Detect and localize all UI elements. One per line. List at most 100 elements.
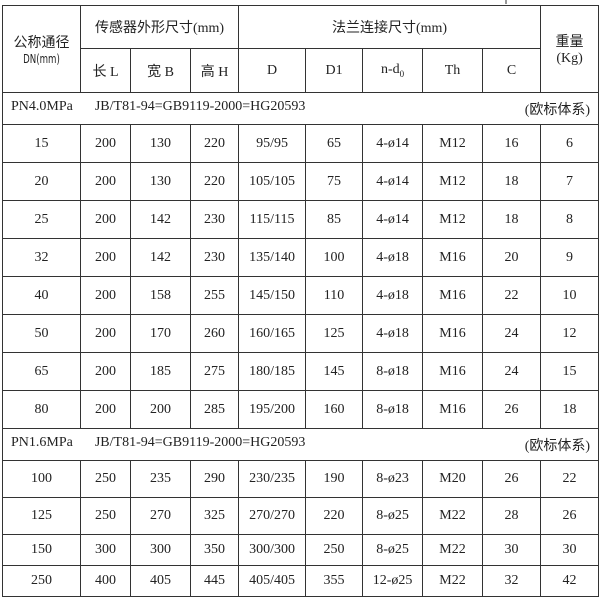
- cell-width: 142: [130, 200, 191, 239]
- cell-n-d0: 8-ø23: [362, 460, 424, 498]
- cell-th: M16: [422, 238, 484, 277]
- cell-width: 185: [130, 352, 191, 391]
- cell-weight: 15: [540, 352, 600, 391]
- weight-label: 重量: [555, 35, 584, 50]
- cell-d1: 355: [305, 565, 364, 597]
- col-d: D: [238, 48, 307, 93]
- cell-th: M16: [422, 276, 484, 315]
- cell-th: M22: [422, 497, 484, 535]
- cell-th: M16: [422, 352, 484, 391]
- cell-d: 300/300: [238, 534, 307, 566]
- standard-code: JB/T81-94=GB9119-2000=HG20593: [94, 434, 306, 450]
- cell-length: 250: [80, 497, 131, 535]
- cell-weight: 6: [540, 124, 600, 163]
- cell-dn: 20: [2, 162, 81, 201]
- col-n-d0-label: n-d: [380, 62, 400, 78]
- cell-d1: 220: [305, 497, 364, 535]
- cell-height: 275: [189, 352, 240, 391]
- cell-th: M16: [422, 314, 484, 353]
- cell-c: 26: [482, 460, 542, 498]
- cell-n-d0: 8-ø18: [362, 352, 424, 391]
- cell-height: 255: [189, 276, 240, 315]
- cell-d: 160/165: [238, 314, 307, 353]
- cell-c: 24: [482, 352, 542, 391]
- cell-width: 158: [130, 276, 191, 315]
- cell-dn: 40: [2, 276, 81, 315]
- cell-height: 290: [189, 460, 240, 498]
- table-row: 25 200 142 230 115/115 85 4-ø14 M12 18 8: [2, 200, 600, 239]
- cell-weight: 30: [540, 534, 600, 566]
- cell-th: M16: [422, 390, 484, 429]
- cell-n-d0: 4-ø14: [362, 200, 424, 239]
- col-width: 宽 B: [130, 48, 191, 93]
- dn-label: 公称通径: [13, 36, 70, 51]
- cell-width: 300: [130, 534, 191, 566]
- cell-width: 130: [130, 124, 191, 163]
- cell-dn: 100: [2, 460, 81, 498]
- cell-d1: 190: [305, 460, 364, 498]
- cell-c: 32: [482, 565, 542, 597]
- cell-d1: 65: [305, 124, 364, 163]
- cell-weight: 42: [540, 565, 600, 597]
- pressure-rating: PN1.6MPa: [11, 434, 73, 450]
- cell-height: 350: [189, 534, 240, 566]
- cell-d1: 85: [305, 200, 364, 239]
- cell-length: 300: [80, 534, 131, 566]
- cell-dn: 65: [2, 352, 81, 391]
- cell-d1: 110: [305, 276, 364, 315]
- standard-system: (欧标体系): [524, 102, 591, 118]
- cell-dn: 15: [2, 124, 81, 163]
- cell-d1: 100: [305, 238, 364, 277]
- cell-d1: 250: [305, 534, 364, 566]
- cell-length: 250: [80, 460, 131, 498]
- cell-n-d0: 12-ø25: [362, 565, 424, 597]
- cell-height: 220: [189, 124, 240, 163]
- table-row: 125 250 270 325 270/270 220 8-ø25 M22 28 26: [2, 497, 600, 535]
- cell-n-d0: 4-ø18: [362, 238, 424, 277]
- dn-unit: DN(mm): [23, 52, 60, 66]
- cell-n-d0: 8-ø25: [362, 497, 424, 535]
- cell-n-d0: 8-ø18: [362, 390, 424, 429]
- cell-width: 170: [130, 314, 191, 353]
- table-row: 100 250 235 290 230/235 190 8-ø23 M20 26 22: [2, 460, 600, 498]
- cell-width: 235: [130, 460, 191, 498]
- cell-n-d0: 8-ø25: [362, 534, 424, 566]
- cell-th: M12: [422, 162, 484, 201]
- cell-d1: 160: [305, 390, 364, 429]
- cell-n-d0: 4-ø18: [362, 276, 424, 315]
- cell-length: 200: [80, 352, 131, 391]
- cell-weight: 8: [540, 200, 600, 239]
- cell-weight: 12: [540, 314, 600, 353]
- table-row: 65 200 185 275 180/185 145 8-ø18 M16 24 15: [2, 352, 600, 391]
- cell-height: 220: [189, 162, 240, 201]
- col-th: Th: [422, 48, 484, 93]
- cell-d: 270/270: [238, 497, 307, 535]
- pressure-section-row: (欧标体系) PN4.0MPa JB/T81-94=GB9119-2000=HG20…: [1, 92, 600, 125]
- cell-weight: 9: [540, 238, 600, 277]
- cell-height: 325: [189, 497, 240, 535]
- table-row: 20 200 130 220 105/105 75 4-ø14 M12 18 7: [2, 162, 600, 201]
- cell-d1: 125: [305, 314, 364, 353]
- cell-weight: 26: [540, 497, 600, 535]
- cell-height: 230: [189, 200, 240, 239]
- cell-th: M20: [422, 460, 484, 498]
- cell-th: M12: [422, 124, 484, 163]
- cell-dn: 125: [2, 497, 81, 535]
- cell-dn: 150: [2, 534, 81, 566]
- col-n-d0-subscript: 0: [399, 68, 405, 79]
- table-row: 80 200 200 285 195/200 160 8-ø18 M16 26 18: [2, 390, 600, 429]
- cell-weight: 22: [540, 460, 600, 498]
- cell-length: 200: [80, 276, 131, 315]
- cell-dn: 32: [2, 238, 81, 277]
- cell-d: 105/105: [238, 162, 307, 201]
- edge-mark: [505, 0, 507, 4]
- cell-length: 200: [80, 238, 131, 277]
- cell-d1: 75: [305, 162, 364, 201]
- weight-header: 重量 (Kg): [540, 5, 600, 93]
- cell-height: 285: [189, 390, 240, 429]
- cell-dn: 80: [2, 390, 81, 429]
- flange-dimension-table: 公称通径 DN(mm) 传感器外形尺寸(mm) 法兰连接尺寸(mm) 重量 (K…: [1, 5, 600, 597]
- cell-c: 18: [482, 200, 542, 239]
- header-row-1: 公称通径 DN(mm) 传感器外形尺寸(mm) 法兰连接尺寸(mm) 重量 (K…: [2, 5, 600, 93]
- cell-height: 445: [189, 565, 240, 597]
